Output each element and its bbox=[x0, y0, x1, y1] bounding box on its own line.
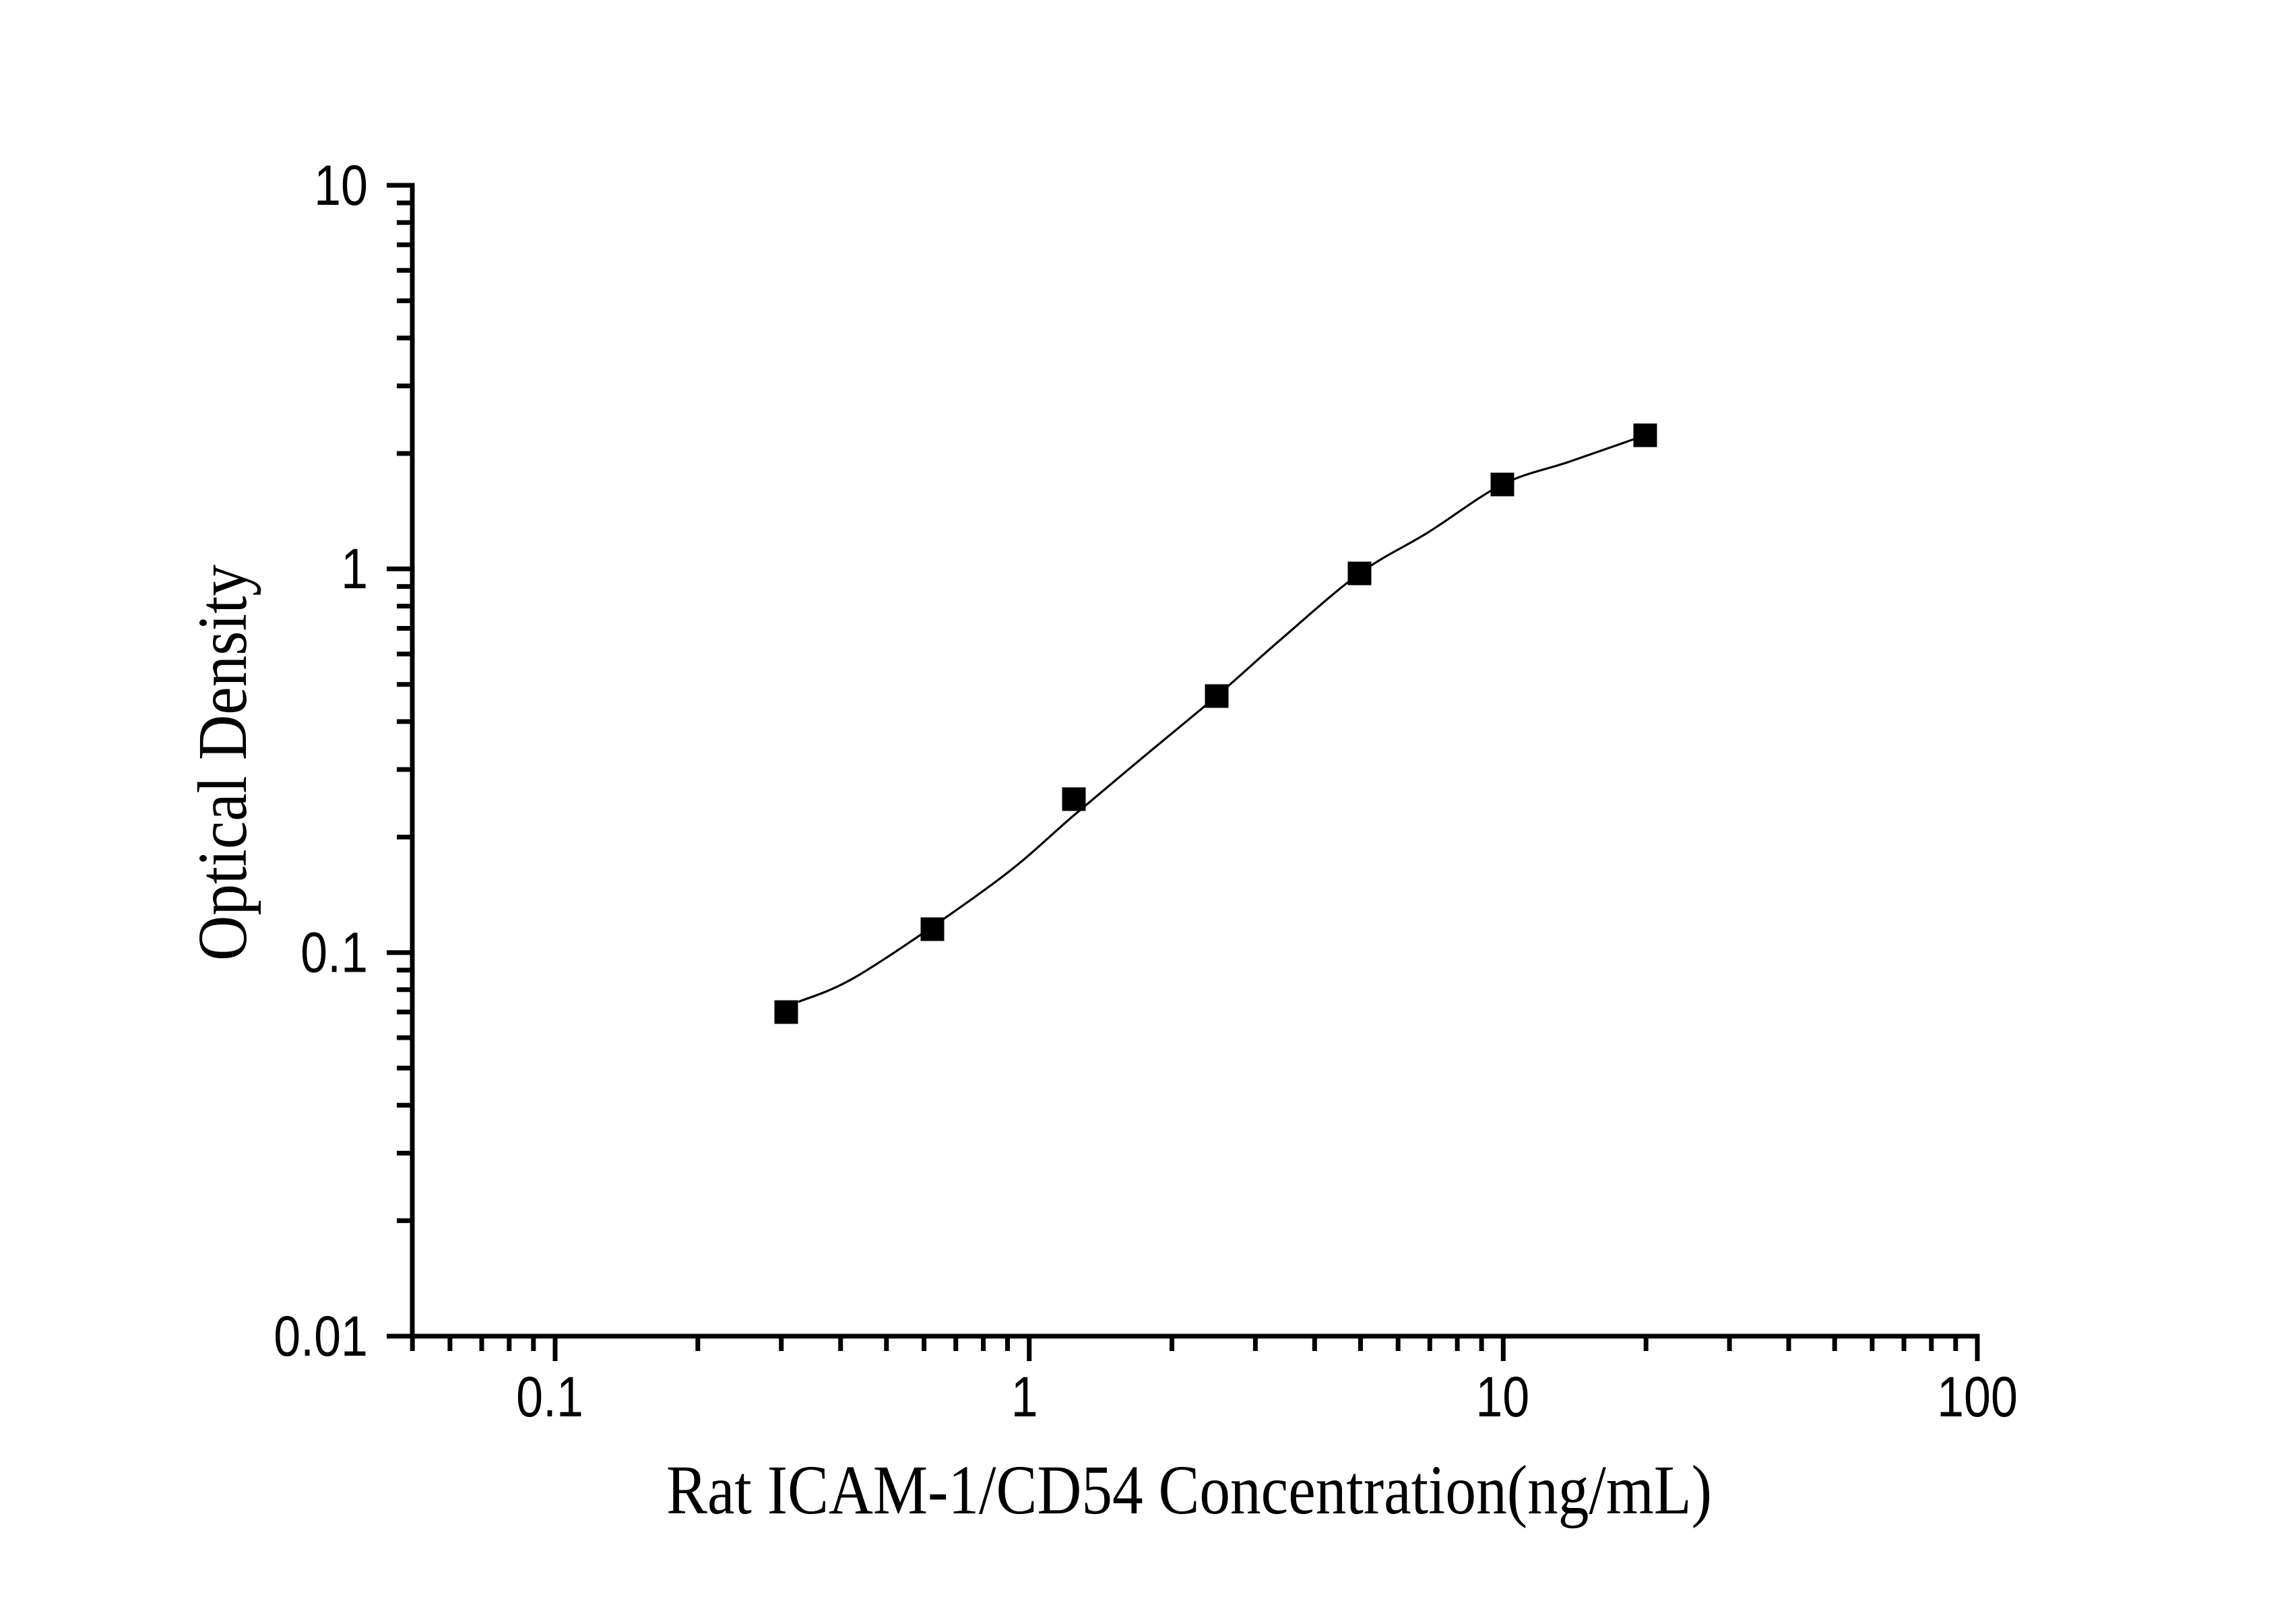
svg-text:0.1: 0.1 bbox=[300, 920, 368, 984]
svg-text:Rat ICAM-1/CD54 Concentration(: Rat ICAM-1/CD54 Concentration(ng/mL) bbox=[666, 1452, 1712, 1530]
svg-text:10: 10 bbox=[314, 154, 368, 218]
svg-text:100: 100 bbox=[1937, 1365, 2018, 1429]
svg-text:1: 1 bbox=[341, 537, 368, 601]
svg-text:0.1: 0.1 bbox=[516, 1365, 583, 1429]
svg-text:Optical Density: Optical Density bbox=[184, 565, 261, 961]
svg-text:10: 10 bbox=[1475, 1365, 1529, 1429]
svg-text:1: 1 bbox=[1011, 1365, 1038, 1429]
svg-text:0.01: 0.01 bbox=[274, 1305, 368, 1369]
